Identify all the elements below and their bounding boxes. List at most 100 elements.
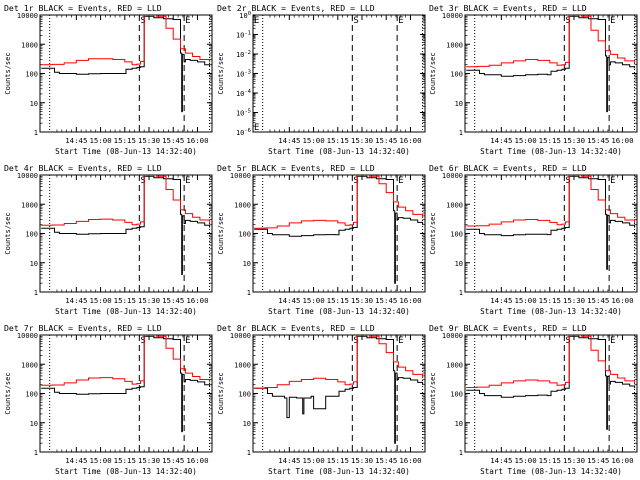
x-axis-label: Start Time (08-Jun-13 14:32:40) [55,467,197,476]
marker-label-e: E [185,336,190,346]
x-axis-label: Start Time (08-Jun-13 14:32:40) [268,147,410,156]
y-tick-exponent: -1 [244,31,251,37]
x-tick-label: 15:45 [162,296,184,305]
marker-label-s: S [353,176,358,186]
x-tick-label: 15:45 [375,136,397,145]
y-tick-label: 1 [34,129,38,137]
marker-label-e: E [185,16,190,26]
marker-label-e: E [398,176,403,186]
x-tick-label: 15:15 [114,136,136,145]
y-axis-label: Counts/sec [429,212,437,254]
x-tick-label: 15:00 [514,296,536,305]
y-tick-exponent: 0 [248,11,251,17]
y-tick-exponent: -3 [244,70,251,76]
y-tick-label: 10-2 [236,50,251,59]
plot-frame [252,14,426,133]
y-tick-label: 1000 [446,361,463,369]
panel-det-5: Det 5r BLACK = Events, RED = LLD Counts/s… [217,163,426,316]
x-tick-label: 14:45 [278,296,300,305]
y-tick-label: 10000 [442,12,463,20]
y-tick-label: 1000 [446,41,463,49]
x-tick-label: 16:00 [186,136,208,145]
x-tick-label: 15:30 [563,296,585,305]
y-tick-label: 10 [243,420,251,428]
x-tick-label: 15:45 [162,136,184,145]
marker-label-e: E [610,336,615,346]
y-tick-label: 1 [459,289,463,297]
x-tick-label: 15:00 [89,136,111,145]
y-tick-label: 10 [455,420,463,428]
marker-label-e: E [185,176,190,186]
x-tick-label: 15:45 [587,296,609,305]
y-tick-label: 100 [25,71,38,79]
x-tick-label: 15:30 [138,456,160,465]
panel-det-1: Det 1r BLACK = Events, RED = LLD Counts/s… [4,3,213,156]
marker-label-s: S [140,176,145,186]
series-lld-line [41,335,211,386]
x-tick-label: 14:45 [278,456,300,465]
x-tick-label: 15:15 [539,296,561,305]
x-tick-label: 14:45 [65,136,87,145]
panel-title: Det 3r BLACK = Events, RED = LLD [429,3,587,13]
x-tick-label: 15:00 [302,296,324,305]
x-tick-label: 15:15 [539,456,561,465]
x-tick-label: 16:00 [611,136,633,145]
x-tick-label: 16:00 [399,296,421,305]
x-tick-label: 16:00 [611,456,633,465]
y-tick-label: 100 [238,231,251,239]
series-events-line [41,175,211,275]
x-tick-label: 15:45 [587,136,609,145]
marker-label-e: E [610,176,615,186]
panel-det-4: Det 4r BLACK = Events, RED = LLD Counts/s… [4,163,213,316]
x-tick-label: 15:30 [138,136,160,145]
y-tick-label: 10 [30,260,38,268]
marker-label-s: S [140,16,145,26]
y-tick-label: 10-4 [236,89,252,98]
y-tick-label: 1 [247,289,251,297]
x-tick-label: 14:45 [490,296,512,305]
series-events-line [254,335,424,444]
x-axis-label: Start Time (08-Jun-13 14:32:40) [480,307,622,316]
x-tick-label: 15:30 [563,136,585,145]
y-tick-label: 10 [30,100,38,108]
x-axis-label: Start Time (08-Jun-13 14:32:40) [55,307,197,316]
y-tick-label: 100 [450,391,463,399]
y-tick-label: 10000 [17,172,38,180]
panel-det-3: Det 3r BLACK = Events, RED = LLD Counts/s… [429,3,638,156]
y-tick-label: 10000 [442,172,463,180]
y-axis-label: Counts/sec [4,52,12,94]
y-tick-label: 1 [459,449,463,457]
y-tick-exponent: -6 [244,128,251,134]
y-tick-label: 10000 [17,12,38,20]
y-tick-label: 100 [238,391,251,399]
marker-label-e: E [398,336,403,346]
x-tick-label: 15:00 [89,296,111,305]
x-tick-label: 15:00 [302,136,324,145]
marker-label-e: E [398,16,403,26]
x-tick-label: 15:00 [302,456,324,465]
marker-label-s: S [140,336,145,346]
x-tick-label: 15:15 [539,136,561,145]
marker-label-s: S [565,176,570,186]
marker-label-s: S [353,16,358,26]
x-tick-label: 15:45 [162,456,184,465]
x-axis-label: Start Time (08-Jun-13 14:32:40) [268,307,410,316]
y-tick-label: 1000 [21,201,38,209]
panel-title: Det 5r BLACK = Events, RED = LLD [217,163,375,173]
panel-title: Det 9r BLACK = Events, RED = LLD [429,323,587,333]
x-tick-label: 15:30 [563,456,585,465]
x-tick-label: 15:30 [351,456,373,465]
series-events-line [41,15,211,113]
y-axis-label: Counts/sec [217,372,225,414]
y-tick-label: 100 [239,11,251,20]
x-tick-label: 15:15 [327,456,349,465]
y-tick-label: 1 [247,449,251,457]
x-tick-label: 15:45 [587,456,609,465]
panel-corner-label: E [254,16,259,26]
y-tick-label: 10 [30,420,38,428]
y-tick-label: 10 [455,100,463,108]
x-tick-label: 15:15 [114,296,136,305]
panel-det-2: Det 2r BLACK = Events, RED = LLD Counts/s… [217,3,426,156]
x-tick-label: 16:00 [399,456,421,465]
series-lld-line [466,15,636,68]
